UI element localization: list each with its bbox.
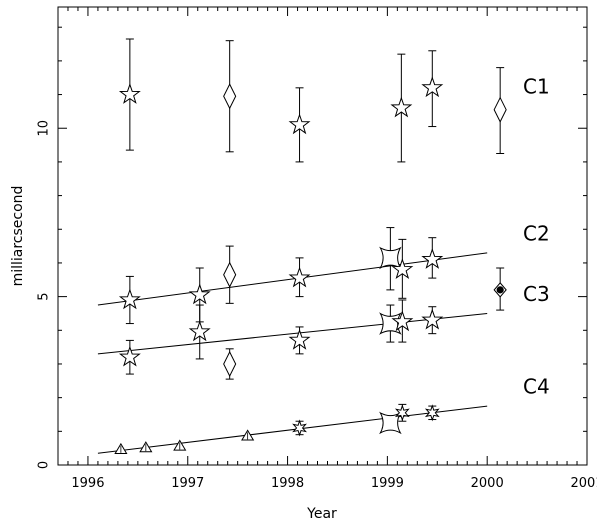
- c2-star-marker: [188, 283, 211, 305]
- c2-star-marker: [391, 258, 414, 280]
- c3-star-marker: [288, 328, 311, 350]
- x-tick-label: 1998: [271, 476, 304, 491]
- c4-star-triangle-marker: [292, 419, 307, 437]
- c1-star-marker: [118, 83, 141, 104]
- c2-label: C2: [523, 221, 550, 245]
- c1-star-marker: [390, 96, 413, 118]
- x-tick-label: 1997: [171, 476, 204, 491]
- c2-star-marker: [288, 266, 311, 288]
- y-tick-label: 0: [37, 461, 52, 469]
- c2-square-marker: [379, 246, 402, 270]
- x-tick-label: 2001: [570, 476, 597, 491]
- c3-star-marker: [391, 310, 414, 332]
- c3-star-marker: [421, 308, 444, 330]
- c3-square-marker: [379, 312, 402, 335]
- x-tick-label: 1996: [71, 476, 104, 491]
- plot-frame: [57, 6, 588, 466]
- c1-diamond-marker: [223, 83, 237, 110]
- c2-filled-dot: [496, 286, 504, 294]
- y-axis-ticks: 0 5 10: [37, 26, 587, 469]
- x-axis-ticks: 1996 1997 1998 1999 2000 2001: [57, 7, 597, 491]
- c4-star-triangle-marker: [394, 404, 410, 422]
- fit-lines: [97, 252, 488, 454]
- c4-label: C4: [523, 375, 550, 399]
- c2-diamond-marker: [223, 261, 237, 288]
- c3-star-marker: [118, 345, 141, 367]
- c1-star-marker: [421, 76, 444, 98]
- c1-diamond-marker: [493, 96, 507, 123]
- c1-star-marker: [288, 113, 311, 135]
- x-axis-title: Year: [306, 506, 337, 522]
- series-labels: C1 C2 C3 C4: [523, 74, 550, 398]
- x-tick-label: 1999: [371, 476, 404, 491]
- c3-fit-line: [97, 312, 488, 355]
- c4-star-triangle-marker: [424, 404, 440, 422]
- c2-star-marker: [118, 288, 141, 310]
- c2-star-marker: [421, 248, 444, 269]
- x-tick-label: 2000: [471, 476, 504, 491]
- c3-label: C3: [523, 282, 550, 306]
- c4-square-marker: [379, 411, 402, 435]
- c2-fit-line: [97, 252, 488, 306]
- data-markers: [114, 76, 507, 454]
- y-axis-title: milliarcsecond: [10, 186, 26, 287]
- error-bars: [125, 38, 505, 436]
- c3-diamond-marker: [223, 350, 237, 378]
- y-tick-label: 5: [37, 292, 52, 300]
- y-tick-label: 10: [37, 120, 52, 137]
- c1-label: C1: [523, 74, 550, 98]
- c3-star-marker: [188, 320, 211, 342]
- c4-fit-line: [97, 405, 488, 454]
